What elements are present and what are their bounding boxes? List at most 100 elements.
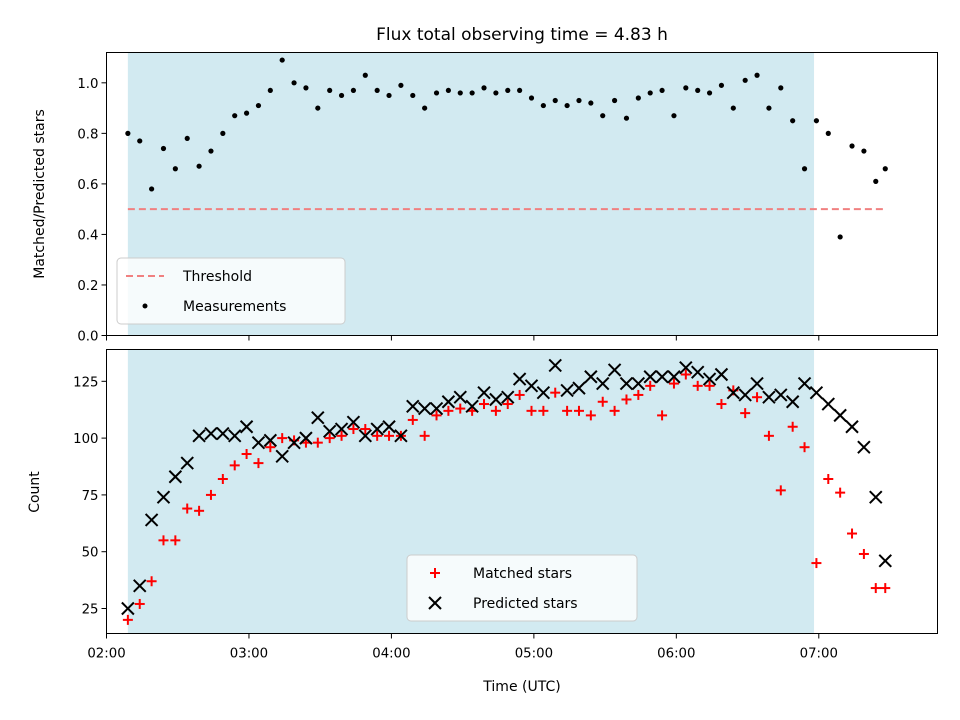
measurement-point [861,148,867,154]
ratio-y-tick-label: 1.0 [77,77,98,92]
predicted-star-point [394,429,408,443]
predicted-star-point [667,370,681,384]
measurement-point [374,87,380,94]
ratio-y-axis-label: Matched/Predicted stars [32,109,48,279]
legend-matched-swatch [430,568,440,578]
count-panel: 25 50 75 100 125 02:00 03:00 04:00 05:00 06:00 07… [27,349,938,695]
measurement-point [160,145,167,152]
predicted-star-point [878,554,892,568]
predicted-star-point [774,388,788,402]
predicted-star-point [631,376,646,391]
predicted-star-point [204,426,218,441]
predicted-star-point [465,399,479,414]
measurement-point [588,100,594,106]
matched-star-point [384,430,395,441]
predicted-star-point [311,410,325,425]
predicted-star-point [489,392,503,407]
measurement-point [778,85,784,91]
predicted-star-point [690,365,705,379]
count-axes-frame [106,349,938,634]
matched-star-point [229,460,240,471]
measurement-point [445,87,451,94]
predicted-star-point [453,390,467,404]
measurement-point [172,166,178,172]
matched-star-point [573,405,584,416]
predicted-star-point [785,395,800,409]
matched-star-point [277,433,288,444]
matched-star-point [241,449,252,460]
predicted-star-point [358,429,373,443]
x-tick-label: 06:00 [657,647,695,662]
matched-star-point [419,430,430,441]
predicted-star-point [322,424,337,438]
chart-title: Flux total observing time = 4.83 h [376,25,668,45]
legend-matched-label: Matched stars [473,566,572,582]
predicted-star-point [287,435,301,450]
measurement-point [813,118,820,124]
predicted-star-point [334,422,349,436]
count-legend: Matched stars Predicted stars [406,554,638,622]
matched-star-point [763,430,774,441]
measurement-point [671,113,677,119]
predicted-star-point [121,601,135,616]
matched-star-point [443,405,454,416]
measurement-point [220,130,226,136]
matched-star-point [811,558,822,569]
measurement-point [350,87,357,94]
measurement-point [611,97,618,104]
ratio-y-tick-label: 0.4 [77,228,98,243]
measurement-point [882,166,888,172]
measurement-point [433,90,440,96]
measurement-point [422,105,428,111]
measurement-point [528,95,535,101]
measurement-point [398,82,404,88]
matched-star-point [550,387,561,398]
measurement-point [338,92,345,99]
measurement-point [410,92,416,99]
matched-star-point [799,442,810,453]
predicted-star-point [809,385,824,400]
matched-star-point [479,399,490,410]
measurement-point [730,105,736,111]
matched-star-point [562,405,573,416]
predicted-star-point [299,431,313,445]
predicted-star-point [584,370,598,384]
measurement-point [279,57,285,63]
measurement-point [837,234,843,240]
matched-star-point [490,405,501,416]
predicted-star-point [346,415,361,429]
predicted-star-point [441,395,456,409]
matched-star-point [526,405,537,416]
matched-star-point [194,505,205,516]
measurement-point [243,110,250,116]
matched-star-point [835,487,846,498]
predicted-star-point [679,360,693,375]
legend-measurements-label: Measurements [183,299,286,315]
predicted-star-point [762,390,776,404]
measurement-point [208,148,214,154]
matched-star-point [372,430,383,441]
measurement-point [232,113,238,119]
predicted-star-point [869,490,883,504]
matched-star-point [633,389,644,400]
matched-star-point [146,576,157,587]
count-y-axis-label: Count [27,471,43,513]
measurement-point [137,138,143,144]
matched-star-point [312,437,323,448]
matched-star-point [158,535,169,546]
matched-star-point [407,414,418,425]
matched-star-point [217,474,228,485]
ratio-legend: Threshold Measurements [116,257,346,325]
measurement-point [184,135,190,142]
predicted-star-point [192,429,206,443]
matched-star-point [502,399,513,410]
matched-star-point [122,614,133,625]
measurement-point [754,72,760,78]
measurement-point [849,143,855,149]
measurement-point [457,90,463,96]
matched-star-point [775,485,786,496]
matched-star-point [538,405,549,416]
predicted-star-point [548,358,562,373]
ratio-axes-frame [106,52,938,336]
measurement-point [600,113,606,119]
